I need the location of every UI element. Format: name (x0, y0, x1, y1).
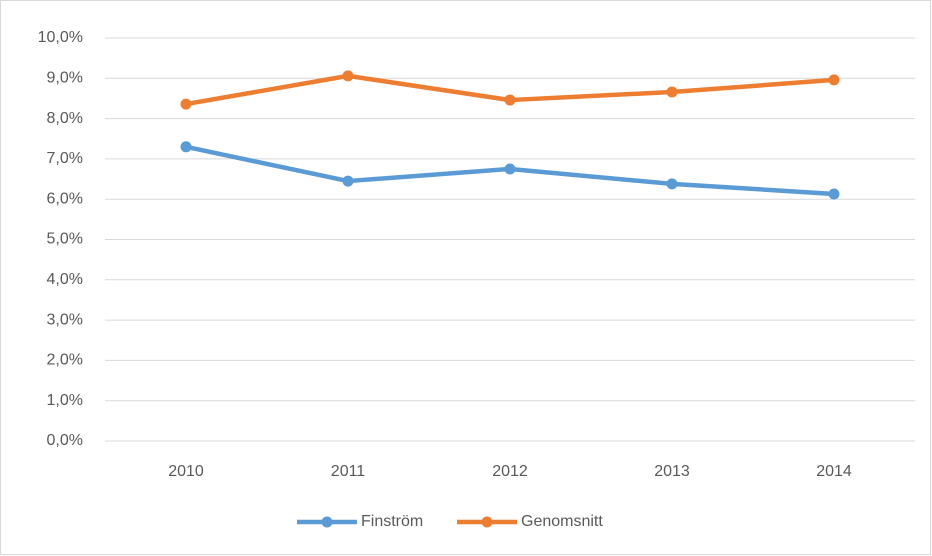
y-tick-label: 3,0% (47, 311, 83, 328)
data-point (504, 163, 516, 175)
legend-label: Genomsnitt (521, 513, 603, 530)
data-point (504, 94, 516, 106)
y-tick-label: 5,0% (47, 231, 83, 248)
y-tick-label: 0,0% (47, 432, 83, 449)
legend-marker (321, 516, 333, 528)
data-point (666, 178, 678, 190)
data-point (666, 86, 678, 98)
x-tick-label: 2010 (168, 463, 204, 480)
data-point (180, 98, 192, 110)
x-tick-label: 2014 (816, 463, 852, 480)
legend-label: Finström (361, 513, 423, 530)
y-tick-label: 1,0% (47, 392, 83, 409)
y-tick-label: 10,0% (38, 29, 83, 46)
x-tick-label: 2013 (654, 463, 690, 480)
y-tick-label: 7,0% (47, 150, 83, 167)
data-point (342, 175, 354, 187)
y-tick-label: 2,0% (47, 352, 83, 369)
x-tick-label: 2012 (492, 463, 528, 480)
data-point (828, 188, 840, 200)
y-tick-label: 9,0% (47, 70, 83, 87)
y-tick-label: 6,0% (47, 190, 83, 207)
data-point (342, 70, 354, 82)
legend-marker (481, 516, 493, 528)
data-point (828, 74, 840, 86)
data-point (180, 141, 192, 153)
x-tick-label: 2011 (331, 463, 366, 480)
y-tick-label: 8,0% (47, 110, 83, 127)
y-tick-label: 4,0% (47, 271, 83, 288)
